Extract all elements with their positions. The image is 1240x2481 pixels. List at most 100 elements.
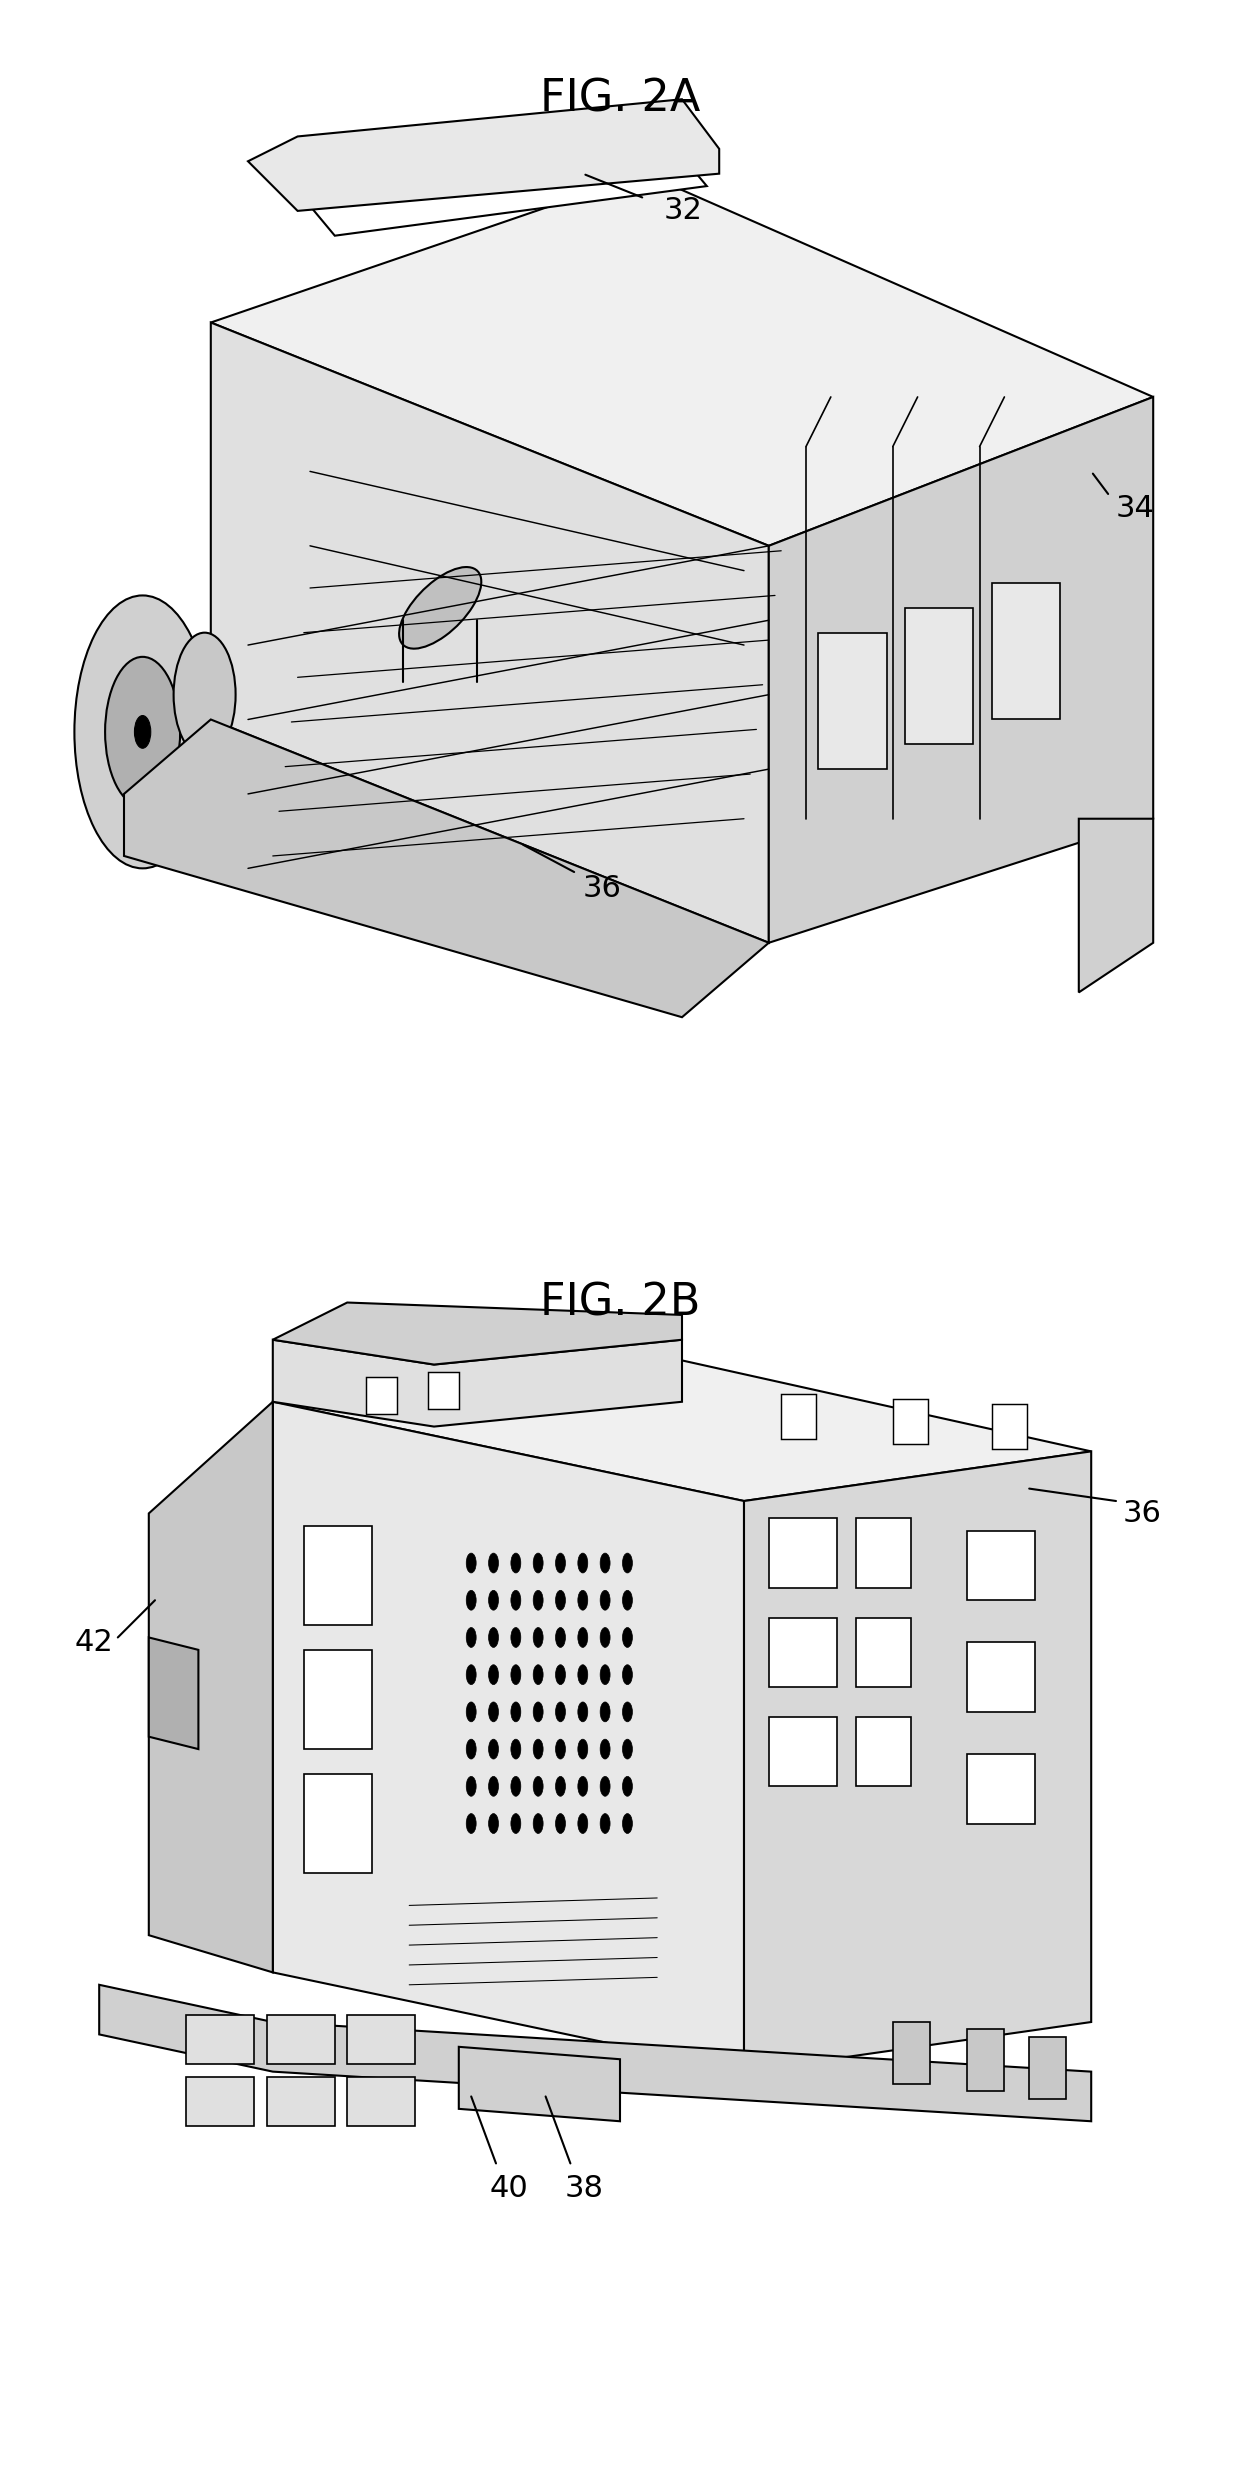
Bar — [267, 2077, 335, 2126]
Circle shape — [622, 1739, 632, 1759]
Text: 36: 36 — [1122, 1499, 1161, 1528]
Circle shape — [489, 1553, 498, 1573]
Circle shape — [578, 1776, 588, 1796]
Circle shape — [556, 1814, 565, 1833]
Circle shape — [466, 1628, 476, 1647]
Circle shape — [600, 1814, 610, 1833]
Circle shape — [578, 1702, 588, 1722]
Circle shape — [74, 595, 211, 868]
Polygon shape — [211, 323, 769, 943]
Polygon shape — [459, 2047, 620, 2121]
Circle shape — [622, 1702, 632, 1722]
Circle shape — [174, 633, 236, 757]
Text: FIG. 2A: FIG. 2A — [539, 77, 701, 122]
Polygon shape — [149, 1402, 273, 1972]
Bar — [366, 1377, 397, 1414]
Bar — [304, 1526, 372, 1625]
Circle shape — [466, 1590, 476, 1610]
Bar — [856, 1518, 911, 1588]
Circle shape — [578, 1553, 588, 1573]
Circle shape — [466, 1665, 476, 1685]
Bar — [893, 2022, 930, 2084]
Circle shape — [489, 1814, 498, 1833]
Circle shape — [489, 1665, 498, 1685]
Bar — [967, 1531, 1035, 1600]
Bar — [186, 2077, 254, 2126]
Text: 38: 38 — [564, 2173, 603, 2203]
Bar — [267, 2015, 335, 2064]
Circle shape — [511, 1628, 521, 1647]
Circle shape — [511, 1776, 521, 1796]
Circle shape — [134, 715, 151, 749]
Circle shape — [533, 1814, 543, 1833]
Bar — [769, 1618, 837, 1687]
Circle shape — [622, 1776, 632, 1796]
Bar — [186, 2015, 254, 2064]
Circle shape — [578, 1739, 588, 1759]
Text: FIG. 2B: FIG. 2B — [539, 1280, 701, 1325]
Bar — [347, 2077, 415, 2126]
Circle shape — [533, 1665, 543, 1685]
Circle shape — [533, 1553, 543, 1573]
Circle shape — [556, 1739, 565, 1759]
Circle shape — [578, 1590, 588, 1610]
Circle shape — [600, 1628, 610, 1647]
Bar — [856, 1618, 911, 1687]
Circle shape — [556, 1776, 565, 1796]
Circle shape — [556, 1590, 565, 1610]
Bar — [347, 2015, 415, 2064]
Bar — [781, 1394, 816, 1439]
Circle shape — [533, 1590, 543, 1610]
Circle shape — [600, 1665, 610, 1685]
Circle shape — [533, 1776, 543, 1796]
Polygon shape — [273, 1402, 744, 2072]
Circle shape — [466, 1814, 476, 1833]
Circle shape — [533, 1628, 543, 1647]
Circle shape — [556, 1665, 565, 1685]
Circle shape — [511, 1665, 521, 1685]
Circle shape — [466, 1776, 476, 1796]
Polygon shape — [211, 174, 1153, 546]
Circle shape — [466, 1553, 476, 1573]
Circle shape — [511, 1814, 521, 1833]
Circle shape — [105, 657, 180, 806]
Circle shape — [466, 1739, 476, 1759]
Bar — [304, 1650, 372, 1749]
Circle shape — [578, 1814, 588, 1833]
Bar — [905, 608, 973, 744]
Polygon shape — [273, 1352, 1091, 1501]
Circle shape — [578, 1628, 588, 1647]
Bar — [992, 1404, 1027, 1449]
Circle shape — [489, 1628, 498, 1647]
Circle shape — [622, 1665, 632, 1685]
Bar — [769, 1518, 837, 1588]
Bar — [769, 1717, 837, 1786]
Circle shape — [622, 1628, 632, 1647]
Circle shape — [511, 1553, 521, 1573]
Polygon shape — [124, 719, 769, 1017]
Circle shape — [622, 1814, 632, 1833]
Polygon shape — [1079, 819, 1153, 992]
Bar — [893, 1399, 928, 1444]
Polygon shape — [273, 1303, 682, 1365]
Circle shape — [600, 1702, 610, 1722]
Circle shape — [556, 1702, 565, 1722]
Polygon shape — [273, 1340, 682, 1427]
Text: 34: 34 — [1116, 494, 1154, 523]
Text: 32: 32 — [663, 196, 702, 226]
Circle shape — [489, 1739, 498, 1759]
Circle shape — [466, 1702, 476, 1722]
Circle shape — [489, 1702, 498, 1722]
Bar — [967, 2029, 1004, 2091]
Polygon shape — [744, 1451, 1091, 2072]
Bar — [818, 633, 887, 769]
Bar — [967, 1642, 1035, 1712]
Circle shape — [533, 1702, 543, 1722]
Text: 42: 42 — [74, 1628, 113, 1657]
Circle shape — [622, 1590, 632, 1610]
Circle shape — [600, 1590, 610, 1610]
Polygon shape — [273, 112, 707, 236]
Circle shape — [622, 1553, 632, 1573]
Circle shape — [556, 1628, 565, 1647]
Circle shape — [556, 1553, 565, 1573]
